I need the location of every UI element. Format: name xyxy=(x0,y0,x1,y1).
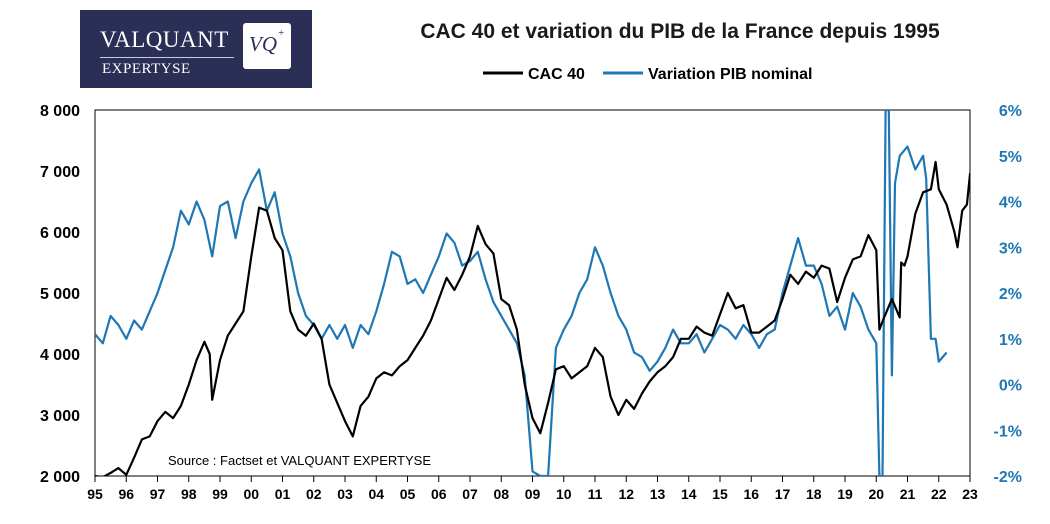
y-right-tick-label: 1% xyxy=(999,332,1022,349)
x-tick-label: 11 xyxy=(588,486,603,502)
x-tick-label: 99 xyxy=(212,486,228,502)
x-axis: 95 96 97 98 99 00 01 02 03 04 05 06 07 08 09 10 11 12 13 14… xyxy=(87,476,978,502)
x-tick-label: 05 xyxy=(400,486,416,502)
logo-badge-text: VQ xyxy=(249,32,277,56)
x-tick-label: 19 xyxy=(837,486,853,502)
y-left-tick-label: 8 000 xyxy=(40,103,80,120)
x-tick-label: 97 xyxy=(150,486,166,502)
y-right-tick-label: 6% xyxy=(999,103,1022,120)
series-line-gdp xyxy=(95,110,948,476)
x-tick-label: 09 xyxy=(525,486,541,502)
valquant-logo: VALQUANT EXPERTYSE VQ + xyxy=(80,10,312,88)
x-tick-label: 20 xyxy=(868,486,884,502)
source-note: Source : Factset et VALQUANT EXPERTYSE xyxy=(168,453,431,468)
x-tick-label: 02 xyxy=(306,486,322,502)
chart-title: CAC 40 et variation du PIB de la France … xyxy=(420,20,940,43)
legend-label-gdp: Variation PIB nominal xyxy=(648,66,812,83)
y-right-tick-label: 2% xyxy=(999,286,1022,303)
x-tick-label: 01 xyxy=(275,486,291,502)
y-axis-left: 2 000 3 000 4 000 5 000 6 000 7 000 8 000 xyxy=(40,103,80,486)
y-left-tick-label: 7 000 xyxy=(40,164,80,181)
x-tick-label: 96 xyxy=(118,486,134,502)
x-tick-label: 06 xyxy=(431,486,447,502)
logo-rule xyxy=(100,57,234,58)
y-right-tick-label: 3% xyxy=(999,240,1022,257)
x-tick-label: 15 xyxy=(712,486,728,502)
x-tick-label: 03 xyxy=(337,486,353,502)
plot-area xyxy=(94,109,971,477)
x-tick-label: 16 xyxy=(743,486,759,502)
series-lines xyxy=(95,110,970,476)
logo-badge: VQ + xyxy=(243,23,291,69)
legend-label-cac40: CAC 40 xyxy=(528,66,585,83)
x-tick-label: 14 xyxy=(681,486,697,502)
x-tick-label: 00 xyxy=(243,486,259,502)
logo-line2: EXPERTYSE xyxy=(102,61,191,77)
x-tick-label: 22 xyxy=(931,486,947,502)
y-left-tick-label: 2 000 xyxy=(40,469,80,486)
y-right-tick-label: -2% xyxy=(994,469,1022,486)
x-tick-label: 18 xyxy=(806,486,822,502)
x-tick-label: 17 xyxy=(775,486,791,502)
x-tick-label: 95 xyxy=(87,486,103,502)
x-tick-label: 07 xyxy=(462,486,478,502)
series-line-cac40 xyxy=(95,160,970,476)
y-left-tick-label: 3 000 xyxy=(40,408,80,425)
x-tick-label: 08 xyxy=(493,486,509,502)
x-tick-label: 21 xyxy=(900,486,916,502)
y-left-tick-label: 5 000 xyxy=(40,286,80,303)
x-tick-label: 10 xyxy=(556,486,572,502)
x-tick-label: 12 xyxy=(618,486,634,502)
x-tick-label: 98 xyxy=(181,486,197,502)
x-tick-label: 23 xyxy=(962,486,978,502)
chart-legend: CAC 40 Variation PIB nominal xyxy=(483,66,812,83)
x-tick-label: 04 xyxy=(368,486,384,502)
y-right-tick-label: 0% xyxy=(999,378,1022,395)
logo-badge-sup: + xyxy=(278,27,285,39)
y-right-tick-label: 5% xyxy=(999,149,1022,166)
logo-line1: VALQUANT xyxy=(100,27,229,52)
y-right-tick-label: 4% xyxy=(999,195,1022,212)
y-left-tick-label: 4 000 xyxy=(40,347,80,364)
x-tick-label: 13 xyxy=(650,486,666,502)
y-left-tick-label: 6 000 xyxy=(40,225,80,242)
y-axis-right: -2% -1% 0% 1% 2% 3% 4% 5% 6% xyxy=(994,103,1022,486)
y-right-tick-label: -1% xyxy=(994,423,1022,440)
